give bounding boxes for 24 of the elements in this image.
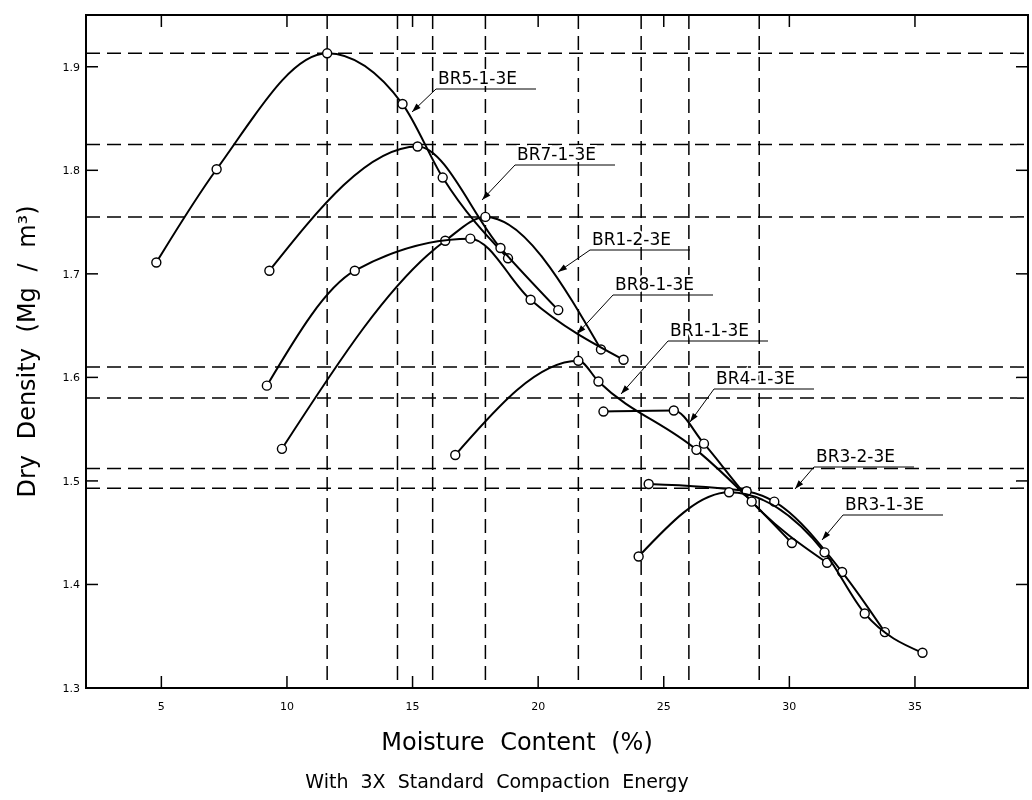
x-tick-label: 20 (531, 700, 546, 713)
text: BR3-2-3E (816, 446, 895, 466)
text: With 3X Standard Compaction Energy (305, 770, 689, 792)
text: BR1-1-3E (670, 320, 749, 340)
y-tick-label: 1.3 (62, 682, 80, 695)
x-axis-title: Moisture Content (%) (381, 728, 653, 756)
y-axis-title: Dry Density (Mg / m³) (13, 205, 41, 498)
y-tick-label: 1.5 (62, 474, 80, 488)
y-tick-label: 1.9 (62, 60, 80, 74)
y-tick-label: 1.7 (62, 267, 80, 281)
x-tick-label: 15 (405, 700, 420, 713)
text: BR1-2-3E (592, 229, 671, 249)
x-tick-label: 35 (907, 700, 922, 713)
y-tick-label: 1.4 (62, 578, 80, 592)
y-tick-label: 1.8 (62, 164, 80, 178)
x-tick-label: 5 (157, 700, 165, 713)
x-tick-label: 10 (279, 700, 294, 713)
text: BR7-1-3E (517, 144, 596, 164)
text: BR5-1-3E (438, 68, 517, 88)
text: BR8-1-3E (615, 274, 694, 294)
text: BR3-1-3E (845, 494, 924, 514)
x-tick-label: 30 (782, 700, 797, 713)
y-tick-label: 1.6 (62, 371, 80, 385)
x-tick-label: 25 (656, 700, 671, 713)
